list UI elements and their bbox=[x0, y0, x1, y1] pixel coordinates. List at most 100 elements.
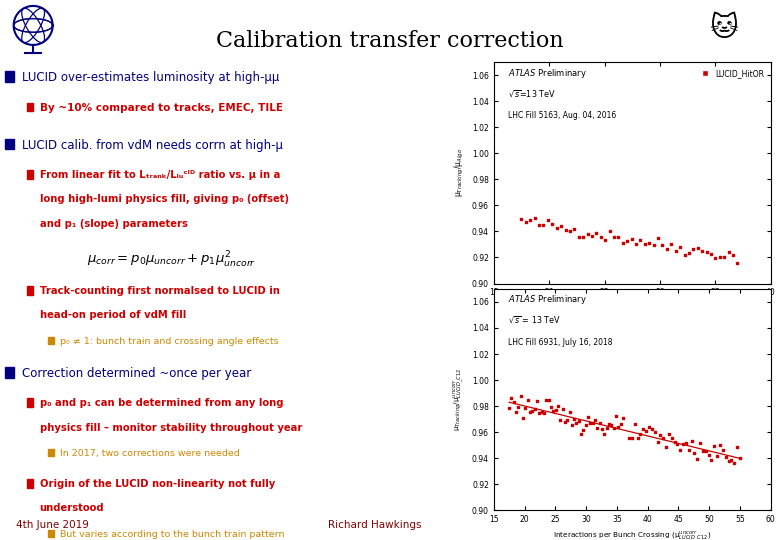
Point bbox=[654, 430, 667, 439]
Text: long high-lumi physics fill, giving p₀ (offset): long high-lumi physics fill, giving p₀ (… bbox=[40, 194, 289, 205]
Point bbox=[598, 430, 611, 438]
Legend: LUCID_HitOR: LUCID_HitOR bbox=[698, 66, 767, 81]
Y-axis label: μ$_{Tracking}$/μ$^{uncorr}_{LUCID\_C12}$: μ$_{Tracking}$/μ$^{uncorr}_{LUCID\_C12}$ bbox=[452, 368, 466, 431]
Point bbox=[665, 433, 678, 442]
Point bbox=[573, 233, 585, 241]
Text: and p₁ (slope) parameters: and p₁ (slope) parameters bbox=[40, 219, 187, 228]
Point bbox=[573, 416, 585, 425]
Point bbox=[584, 418, 597, 427]
Text: Calibration transfer correction: Calibration transfer correction bbox=[216, 30, 564, 52]
Point bbox=[705, 456, 718, 464]
Point bbox=[674, 446, 686, 455]
Point bbox=[704, 249, 717, 258]
Point bbox=[608, 423, 620, 432]
Point bbox=[530, 397, 543, 406]
Point bbox=[694, 439, 707, 448]
Point bbox=[674, 242, 686, 251]
Y-axis label: μ$_{Tracking}$/μ$_{Algo}$: μ$_{Tracking}$/μ$_{Algo}$ bbox=[453, 148, 466, 198]
Point bbox=[677, 439, 690, 448]
Point bbox=[558, 418, 571, 427]
Point bbox=[568, 414, 580, 423]
Point bbox=[510, 407, 523, 416]
Point bbox=[687, 245, 700, 254]
Point bbox=[727, 251, 739, 260]
Text: $\sqrt{s}$=13 TeV: $\sqrt{s}$=13 TeV bbox=[508, 89, 555, 100]
Text: By ~10% compared to tracks, EMEC, TILE: By ~10% compared to tracks, EMEC, TILE bbox=[40, 103, 282, 113]
Point bbox=[561, 415, 573, 424]
Point bbox=[703, 451, 715, 460]
Point bbox=[577, 425, 590, 434]
Point bbox=[535, 408, 548, 417]
Point bbox=[544, 403, 557, 411]
Text: $\mathit{ATLAS}$ Preliminary: $\mathit{ATLAS}$ Preliminary bbox=[508, 66, 587, 79]
Point bbox=[559, 226, 572, 234]
Point bbox=[596, 424, 608, 433]
Point bbox=[708, 441, 721, 450]
Point bbox=[665, 239, 678, 248]
X-axis label: Interactions per Bunch Crossing (μ$^{uncorr}_{LUCID\_C12}$): Interactions per Bunch Crossing (μ$^{unc… bbox=[553, 530, 711, 540]
Point bbox=[599, 235, 612, 244]
Point bbox=[503, 403, 516, 412]
Point bbox=[568, 225, 580, 233]
Point bbox=[697, 447, 709, 456]
Text: $\mathit{ATLAS}$ Preliminary: $\mathit{ATLAS}$ Preliminary bbox=[508, 293, 587, 306]
Text: LHC Fill 6931, July 16, 2018: LHC Fill 6931, July 16, 2018 bbox=[508, 338, 612, 347]
Text: 🐱: 🐱 bbox=[709, 15, 738, 42]
Point bbox=[631, 433, 644, 442]
Text: p₀ and p₁ can be determined from any long: p₀ and p₁ can be determined from any lon… bbox=[40, 399, 283, 408]
Point bbox=[651, 438, 664, 447]
Point bbox=[528, 214, 541, 222]
Point bbox=[594, 233, 607, 241]
Point bbox=[717, 446, 729, 454]
Point bbox=[546, 219, 558, 228]
Point bbox=[696, 246, 708, 255]
Point bbox=[594, 418, 606, 427]
Point bbox=[731, 259, 743, 267]
Point bbox=[580, 420, 592, 429]
Bar bbox=[5, 367, 13, 377]
Point bbox=[714, 252, 726, 261]
Point bbox=[526, 407, 539, 416]
Point bbox=[688, 449, 700, 457]
Point bbox=[542, 396, 555, 405]
Point bbox=[646, 425, 658, 434]
Point bbox=[555, 221, 567, 230]
Point bbox=[517, 414, 530, 423]
Point bbox=[709, 254, 722, 263]
Point bbox=[589, 415, 601, 424]
Point bbox=[652, 234, 665, 242]
Point bbox=[722, 248, 735, 256]
Point bbox=[734, 453, 746, 462]
Point bbox=[533, 409, 545, 417]
Point bbox=[549, 406, 562, 414]
Point bbox=[682, 249, 695, 258]
Point bbox=[639, 239, 651, 248]
Text: From linear fit to Lₜᵣₐₙₖ/Lₗᵤᶜᴵᴰ ratio vs. μ in a: From linear fit to Lₜᵣₐₙₖ/Lₗᵤᶜᴵᴰ ratio v… bbox=[40, 170, 280, 180]
Point bbox=[686, 436, 698, 445]
Point bbox=[508, 397, 520, 406]
Point bbox=[629, 240, 642, 248]
Point bbox=[551, 402, 564, 410]
Text: head-on period of vdM fill: head-on period of vdM fill bbox=[40, 310, 186, 320]
Point bbox=[582, 412, 594, 421]
Text: Correction determined ~once per year: Correction determined ~once per year bbox=[22, 367, 251, 380]
Point bbox=[563, 408, 576, 416]
Bar bbox=[27, 170, 33, 179]
Point bbox=[668, 438, 681, 447]
Point bbox=[679, 251, 691, 259]
Point bbox=[663, 429, 675, 438]
Point bbox=[612, 422, 625, 431]
Text: Origin of the LUCID non-linearity not fully: Origin of the LUCID non-linearity not fu… bbox=[40, 479, 275, 489]
Point bbox=[610, 411, 622, 420]
Point bbox=[679, 438, 692, 447]
Point bbox=[714, 441, 726, 449]
Point bbox=[601, 424, 613, 433]
Text: LUCID over-estimates luminosity at high-μμ: LUCID over-estimates luminosity at high-… bbox=[22, 71, 279, 84]
Point bbox=[515, 392, 527, 401]
Point bbox=[616, 238, 629, 247]
Point bbox=[623, 434, 636, 442]
Point bbox=[537, 221, 550, 230]
Point bbox=[660, 443, 672, 451]
Point bbox=[581, 230, 594, 238]
Point bbox=[586, 232, 598, 240]
